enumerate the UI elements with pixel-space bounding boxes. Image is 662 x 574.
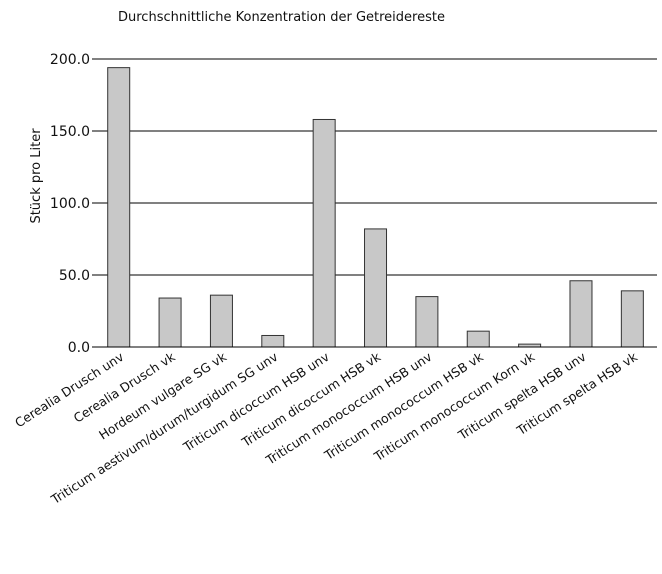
bar [364,228,388,348]
bar [569,280,593,348]
y-tick-label: 50.0 [59,268,90,284]
y-tick-label: 150.0 [50,124,90,140]
y-tick-label: 100.0 [50,196,90,212]
bar [158,297,182,348]
y-tick-label: 200.0 [50,52,90,68]
y-axis-label: Stück pro Liter [29,128,44,224]
y-tick-label: 0.0 [68,340,90,356]
bar [415,296,439,348]
y-tick-labels: 0.0 50.0 100.0 150.0 200.0 [50,52,90,356]
bar [209,294,233,348]
bar [261,334,285,348]
bar [620,290,644,348]
bar [312,118,336,348]
chart-title: Durchschnittliche Konzentration der Getr… [118,10,445,25]
bars [107,67,644,348]
bar [466,330,490,348]
bar [107,67,131,348]
